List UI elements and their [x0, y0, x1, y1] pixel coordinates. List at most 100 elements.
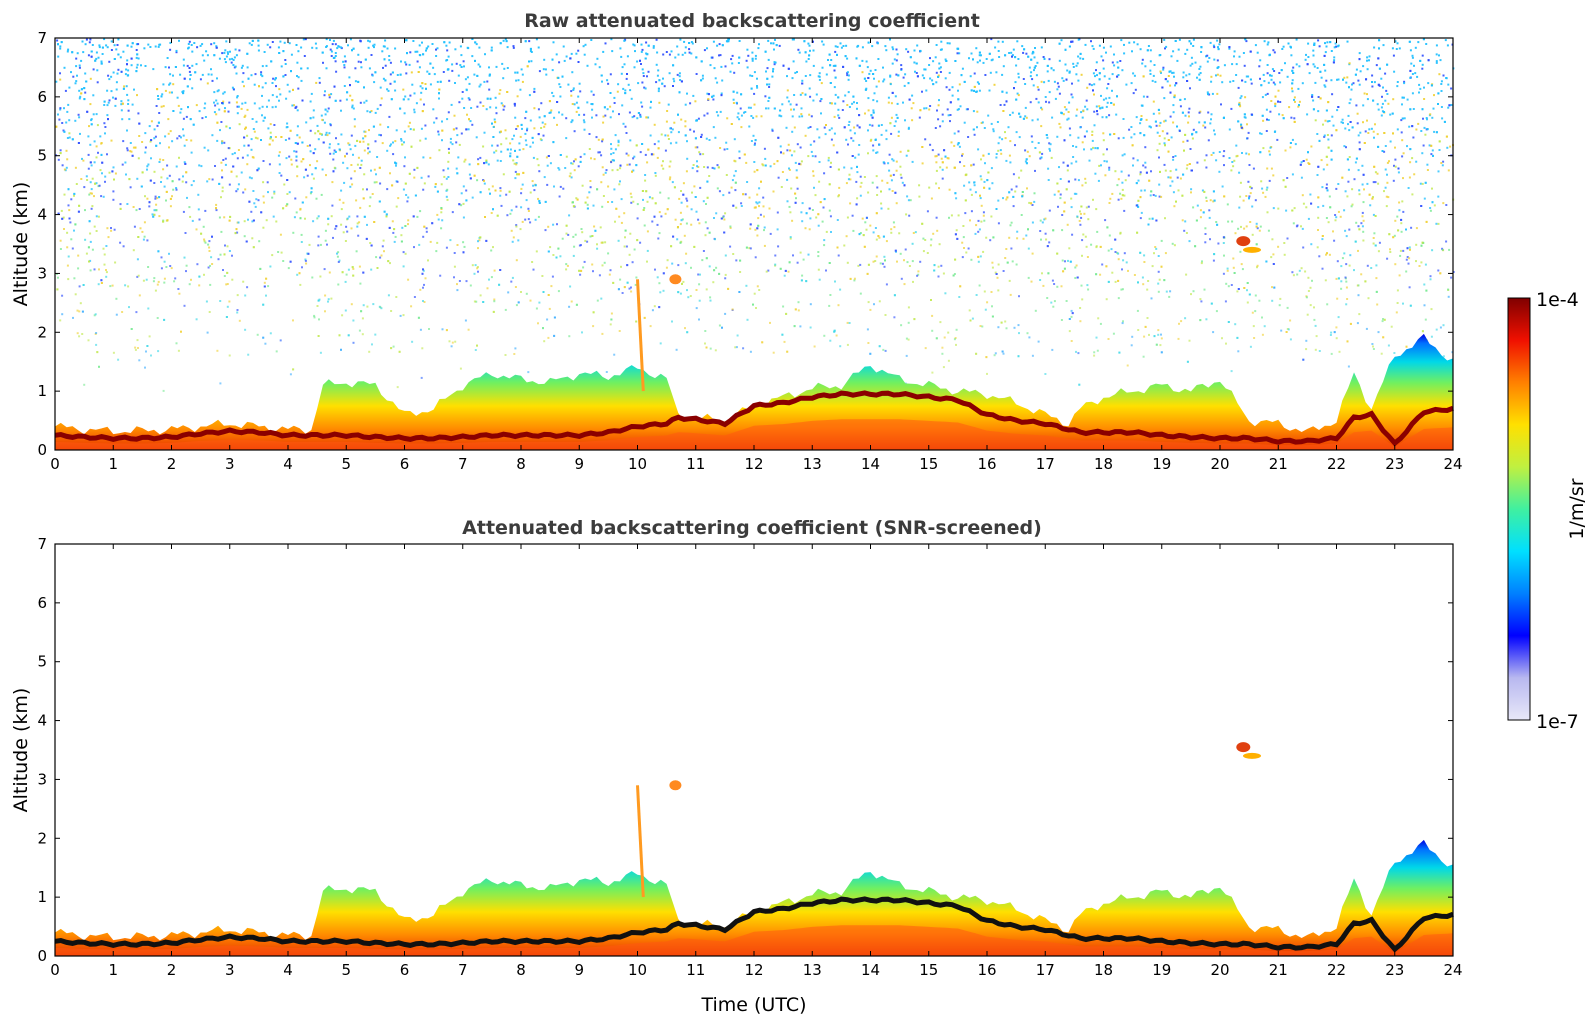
x-tick-label: 12: [744, 961, 763, 979]
x-tick-label: 23: [1385, 455, 1404, 473]
chart-title-raw: Raw attenuated backscattering coefficien…: [524, 10, 980, 32]
plume-feature: [636, 279, 645, 392]
y-tick-label: 0: [37, 441, 47, 459]
x-tick-label: 23: [1385, 961, 1404, 979]
x-tick-label: 16: [977, 961, 996, 979]
x-tick-label: 2: [167, 455, 177, 473]
x-tick-label: 5: [341, 455, 351, 473]
y-axis-label-raw: Altitude (km): [10, 182, 32, 307]
aerosol-layer-area: [55, 333, 1453, 450]
x-tick-label: 14: [861, 961, 880, 979]
y-axis-ticks-screened: 0 1 2 3 4 5 6 7: [37, 535, 1453, 965]
y-tick-label: 4: [37, 206, 47, 224]
x-tick-label: 15: [919, 455, 938, 473]
x-tick-label: 14: [861, 455, 880, 473]
x-tick-label: 3: [225, 961, 235, 979]
x-axis-ticks-screened: 0 1 2 3 4 5 6 7 8 9 10 11 12 13 14 15 16 17 18 19 20 21 22 23 24: [50, 544, 1463, 979]
x-tick-label: 17: [1036, 961, 1055, 979]
snr-screened-panel: Attenuated backscattering coefficient (S…: [10, 517, 1463, 1016]
colorbar: 1e-4 1e-7 1/m/sr: [1507, 289, 1588, 733]
y-tick-label: 3: [37, 770, 47, 788]
y-tick-label: 6: [37, 88, 47, 106]
x-tick-label: 6: [400, 455, 410, 473]
x-tick-label: 21: [1269, 961, 1288, 979]
y-tick-label: 6: [37, 594, 47, 612]
y-tick-label: 1: [37, 382, 47, 400]
x-tick-label: 16: [977, 455, 996, 473]
cloud-feature: [1236, 742, 1251, 753]
x-tick-label: 8: [516, 961, 526, 979]
x-tick-label: 18: [1094, 961, 1113, 979]
cloud-feature: [1243, 246, 1261, 253]
x-tick-label: 8: [516, 455, 526, 473]
x-tick-label: 17: [1036, 455, 1055, 473]
y-tick-label: 0: [37, 947, 47, 965]
x-tick-label: 1: [108, 455, 118, 473]
y-tick-label: 7: [37, 535, 47, 553]
y-tick-label: 4: [37, 712, 47, 730]
x-tick-label: 12: [744, 455, 763, 473]
x-tick-label: 9: [574, 455, 584, 473]
x-tick-label: 7: [458, 961, 468, 979]
x-tick-label: 24: [1443, 961, 1462, 979]
surface-high-backscatter: [55, 925, 1453, 956]
surface-high-backscatter: [55, 419, 1453, 450]
y-tick-label: 5: [37, 147, 47, 165]
cloud-feature: [1243, 752, 1261, 759]
aerosol-layer-area: [55, 839, 1453, 956]
raw-backscatter-panel: Raw attenuated backscattering coefficien…: [10, 10, 1463, 473]
cloud-feature: [669, 274, 682, 285]
x-tick-label: 11: [686, 961, 705, 979]
x-axis-ticks-raw: 0 1 2 3 4 5 6 7 8 9 10 11 12 13 14 15 16 17 18 19 20 21 22 23 24: [50, 38, 1463, 473]
x-tick-label: 3: [225, 455, 235, 473]
x-tick-label: 15: [919, 961, 938, 979]
x-tick-label: 10: [628, 961, 647, 979]
x-tick-label: 13: [803, 961, 822, 979]
x-axis-label: Time (UTC): [700, 994, 806, 1016]
x-tick-label: 20: [1210, 455, 1229, 473]
boundary-layer-line: [54, 896, 1454, 953]
x-tick-label: 24: [1443, 455, 1462, 473]
y-axis-label-screened: Altitude (km): [10, 688, 32, 813]
x-tick-label: 7: [458, 455, 468, 473]
x-tick-label: 4: [283, 455, 293, 473]
boundary-layer-line: [54, 390, 1454, 447]
x-tick-label: 0: [50, 455, 60, 473]
x-tick-label: 22: [1327, 455, 1346, 473]
x-tick-label: 5: [341, 961, 351, 979]
colorbar-min-label: 1e-7: [1536, 711, 1579, 733]
plume-feature: [636, 785, 645, 898]
y-axis-ticks-raw: 0 1 2 3 4 5 6 7: [37, 29, 1453, 459]
x-tick-label: 20: [1210, 961, 1229, 979]
x-tick-label: 13: [803, 455, 822, 473]
y-tick-label: 2: [37, 829, 47, 847]
colorbar-unit-label: 1/m/sr: [1566, 478, 1588, 539]
x-tick-label: 1: [108, 961, 118, 979]
x-tick-label: 19: [1152, 961, 1171, 979]
y-tick-label: 1: [37, 888, 47, 906]
x-tick-label: 2: [167, 961, 177, 979]
x-tick-label: 4: [283, 961, 293, 979]
chart-title-screened: Attenuated backscattering coefficient (S…: [462, 517, 1042, 539]
y-tick-label: 2: [37, 323, 47, 341]
x-tick-label: 18: [1094, 455, 1113, 473]
x-tick-label: 9: [574, 961, 584, 979]
x-tick-label: 0: [50, 961, 60, 979]
x-tick-label: 22: [1327, 961, 1346, 979]
y-tick-label: 7: [37, 29, 47, 47]
cloud-feature: [1236, 236, 1251, 247]
x-tick-label: 10: [628, 455, 647, 473]
y-tick-label: 5: [37, 653, 47, 671]
colorbar-gradient: [1507, 297, 1531, 721]
cloud-feature: [669, 780, 682, 791]
colorbar-max-label: 1e-4: [1536, 289, 1579, 311]
x-tick-label: 6: [400, 961, 410, 979]
y-tick-label: 3: [37, 264, 47, 282]
x-tick-label: 21: [1269, 455, 1288, 473]
noise-field: [55, 38, 1455, 393]
plot-area-raw: [54, 38, 1455, 450]
plot-area-screened: [54, 742, 1454, 956]
x-tick-label: 11: [686, 455, 705, 473]
x-tick-label: 19: [1152, 455, 1171, 473]
